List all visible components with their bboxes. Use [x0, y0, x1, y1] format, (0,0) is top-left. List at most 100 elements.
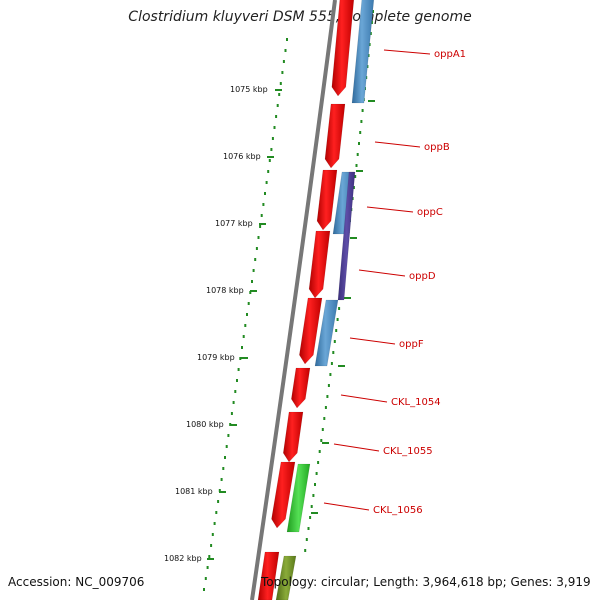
- gc-dot: [284, 49, 287, 52]
- genome-backbone: [250, 0, 337, 600]
- gc-dot: [278, 93, 281, 96]
- tick-label-1075: 1075 kbp: [230, 85, 268, 94]
- skew-dot: [369, 32, 372, 35]
- skew-dot: [359, 131, 362, 134]
- gene-oppD-forward[interactable]: [308, 230, 331, 299]
- gc-dot: [264, 192, 266, 195]
- gc-dot: [247, 302, 250, 305]
- gc-dot: [210, 544, 213, 547]
- gene-oppB-forward[interactable]: [324, 103, 346, 169]
- gc-dot: [282, 60, 285, 63]
- tick-label-1080: 1080 kbp: [186, 420, 224, 429]
- gc-dot: [222, 467, 225, 470]
- gc-dot: [204, 577, 207, 580]
- gc-dot: [211, 533, 214, 536]
- gc-dot: [262, 203, 265, 206]
- gene-oppF-forward[interactable]: [299, 297, 323, 365]
- skew-dot: [352, 186, 355, 189]
- gc-dot: [232, 401, 235, 404]
- skew-dot: [321, 428, 324, 431]
- gc-dot: [268, 159, 271, 162]
- tick-label-1082: 1082 kbp: [164, 554, 202, 563]
- leader-line: [333, 443, 380, 452]
- gc-dot: [257, 236, 260, 239]
- gene-label-CKL_1055[interactable]: CKL_1055: [383, 446, 433, 457]
- gene-oppF-blue[interactable]: [314, 299, 339, 367]
- scale-tick: [344, 297, 351, 299]
- skew-dot: [324, 406, 327, 409]
- gene-oppA1-blue[interactable]: [351, 0, 375, 104]
- skew-dot: [305, 538, 308, 541]
- tick-label-1078: 1078 kbp: [206, 286, 244, 295]
- gene-label-oppB[interactable]: oppB: [424, 142, 450, 153]
- gene-CKL_1056-forward[interactable]: [271, 461, 296, 529]
- scale-tick: [322, 442, 329, 444]
- gc-dot: [286, 38, 288, 41]
- scale-tick: [267, 156, 274, 158]
- gc-dot: [242, 335, 245, 338]
- gc-dot: [230, 412, 233, 415]
- gene-CKL_1054-forward[interactable]: [291, 367, 311, 409]
- gene-oppD-purple[interactable]: [337, 171, 356, 301]
- gene-oppC-forward[interactable]: [316, 169, 338, 231]
- leader-line: [366, 206, 414, 213]
- skew-dot: [307, 527, 310, 530]
- gene-label-oppF[interactable]: oppF: [399, 339, 424, 350]
- gc-dot: [208, 555, 211, 558]
- gc-dot: [271, 137, 274, 140]
- scale-tick: [338, 365, 345, 367]
- gene-CKL_1055-forward[interactable]: [282, 411, 304, 463]
- gc-dot: [225, 445, 228, 448]
- scale-tick: [241, 357, 248, 359]
- gc-dot: [213, 522, 216, 525]
- leader-line: [383, 49, 431, 55]
- gc-dot-track: [203, 10, 374, 591]
- gc-dot: [273, 126, 276, 129]
- skew-dot: [326, 395, 329, 398]
- skew-dot: [320, 439, 323, 442]
- gc-dot: [227, 434, 230, 437]
- leader-line: [340, 394, 388, 403]
- gene-label-CKL_1056[interactable]: CKL_1056: [373, 505, 423, 516]
- tick-label-1079: 1079 kbp: [197, 353, 235, 362]
- gc-dot: [218, 489, 221, 492]
- leader-line: [374, 141, 421, 148]
- skew-dot: [304, 549, 307, 552]
- gc-dot: [252, 269, 255, 272]
- scale-tick: [275, 89, 282, 91]
- gc-dot: [259, 225, 262, 228]
- gc-dot: [249, 291, 252, 294]
- skew-dot: [318, 450, 321, 453]
- gene-features: [257, 0, 375, 600]
- skew-dot: [327, 384, 330, 387]
- gc-dot: [217, 500, 220, 503]
- skew-dot: [336, 318, 339, 321]
- gc-dot: [224, 456, 226, 459]
- gc-dot: [279, 82, 282, 85]
- scale-tick: [230, 424, 237, 426]
- gc-dot: [237, 368, 240, 371]
- gene-label-oppC[interactable]: oppC: [417, 207, 443, 218]
- gene-next-forward[interactable]: [257, 551, 280, 600]
- skew-dot: [361, 109, 364, 112]
- gene-CKL_1056-green[interactable]: [286, 463, 311, 533]
- gc-dot: [241, 346, 243, 349]
- skew-dot: [323, 417, 326, 420]
- accession-text: Accession: NC_009706: [8, 575, 145, 589]
- skew-dot: [330, 362, 333, 365]
- scale-tick: [207, 558, 214, 560]
- gene-next-olive[interactable]: [275, 555, 297, 600]
- gc-dot: [203, 588, 205, 591]
- gc-dot: [265, 181, 268, 184]
- gene-label-oppD[interactable]: oppD: [409, 271, 436, 282]
- skew-dot: [368, 43, 371, 46]
- scale-tick: [368, 100, 375, 102]
- gene-label-oppA1[interactable]: oppA1: [434, 49, 466, 60]
- gc-dot: [254, 258, 257, 261]
- gene-oppA1-forward[interactable]: [331, 0, 355, 97]
- tick-label-1081: 1081 kbp: [175, 487, 213, 496]
- gene-label-CKL_1054[interactable]: CKL_1054: [391, 397, 441, 408]
- skew-dot: [314, 483, 316, 486]
- skew-dot: [309, 516, 312, 519]
- skew-dot: [335, 329, 338, 332]
